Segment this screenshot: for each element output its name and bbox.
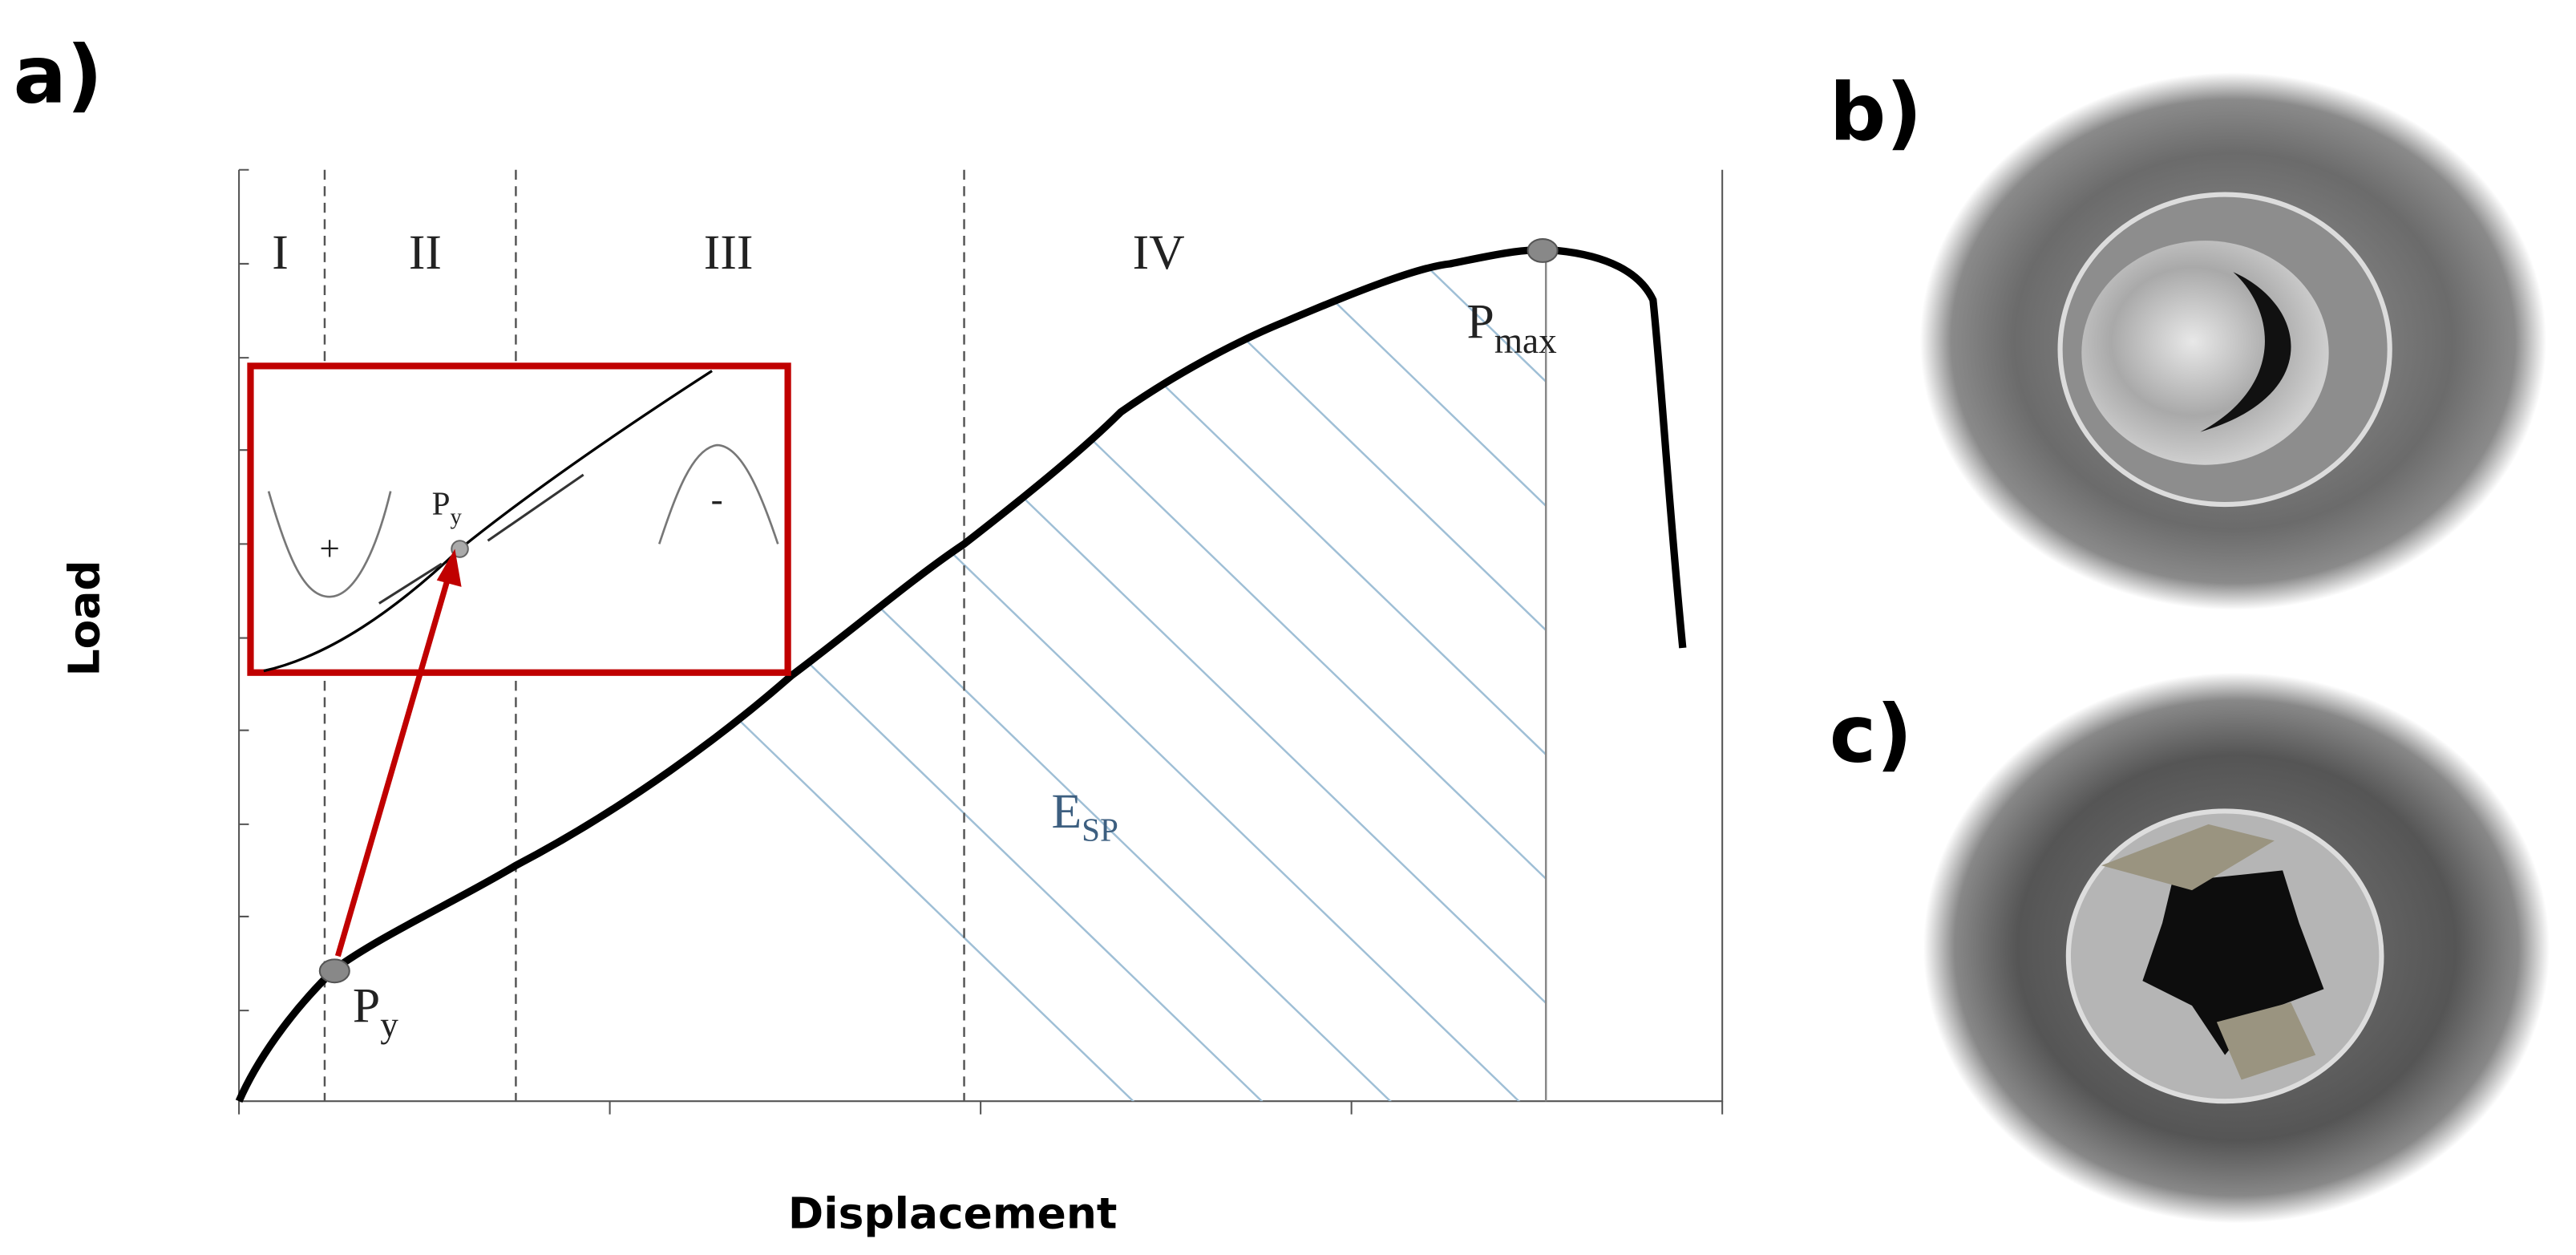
pmax-label: Pmax	[1467, 294, 1558, 361]
zoom-arrow	[334, 576, 451, 957]
inset-py-point	[451, 540, 469, 558]
load-curve	[235, 245, 1687, 1103]
py-label: Py	[353, 979, 398, 1046]
hatch-line	[678, 250, 1547, 1102]
pmax-point	[1527, 238, 1559, 263]
convex-icon	[267, 491, 392, 598]
inset-arrows	[378, 473, 584, 605]
esp-label: ESP	[1052, 784, 1118, 848]
region-label: I	[272, 225, 289, 280]
region-label: III	[704, 225, 754, 280]
panel-label: c)	[1830, 689, 1913, 781]
zoom-arrow-head	[436, 549, 462, 587]
hatch-line	[935, 250, 1547, 1102]
concave-icon	[657, 443, 779, 545]
py-point	[318, 958, 350, 984]
region-label: IV	[1133, 225, 1185, 280]
inset: Py + -	[247, 362, 791, 676]
photo-b	[1919, 72, 2546, 610]
inset-minus: -	[711, 479, 723, 519]
inset-py-label: Py	[432, 484, 463, 529]
panel-label: b)	[1830, 67, 1923, 160]
hatch-line	[1192, 250, 1547, 1102]
region-label: II	[409, 225, 442, 280]
inset-plus: +	[319, 528, 340, 569]
hatch-line	[807, 250, 1547, 1102]
y-axis-title: Load	[59, 560, 109, 676]
x-axis-title: Displacement	[788, 1188, 1118, 1238]
plot-frame	[238, 168, 1724, 1115]
panel-label: a)	[13, 29, 103, 121]
hatch-line	[1320, 250, 1547, 1102]
hatch-line	[1064, 250, 1547, 1102]
photo-c	[1923, 672, 2550, 1224]
